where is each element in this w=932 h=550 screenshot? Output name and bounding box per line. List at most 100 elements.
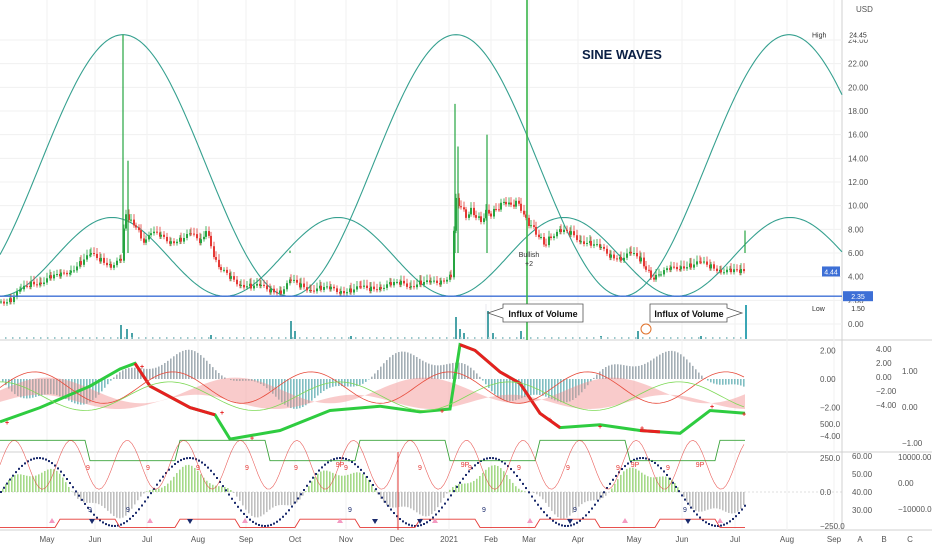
- pane2-histogram-bar: [191, 465, 193, 492]
- candle-body: [113, 265, 115, 268]
- candle-body: [150, 233, 152, 236]
- pane2-histogram-bar: [296, 492, 298, 503]
- pane1-histogram-bar: [386, 360, 388, 379]
- candle-body: [566, 229, 568, 231]
- pane2-dot: [744, 504, 746, 507]
- candle-body: [103, 257, 105, 263]
- candle-body: [353, 289, 355, 293]
- candle-body: [89, 254, 91, 256]
- pane2-histogram-bar: [116, 492, 118, 518]
- pane2-dot: [678, 490, 680, 493]
- volume-bar: [96, 337, 98, 339]
- pane2-signal-label: 9: [196, 465, 200, 472]
- pane1-histogram-bar: [239, 379, 241, 382]
- pane2-dot: [342, 457, 344, 460]
- pane2-dot: [48, 460, 50, 463]
- pane1-histogram-bar: [605, 367, 607, 379]
- candle-body: [468, 214, 470, 218]
- pane2-dot: [399, 517, 401, 520]
- pane1-histogram-bar: [734, 379, 736, 385]
- pane2-histogram-bar: [494, 465, 496, 492]
- candle-body: [96, 253, 98, 258]
- pane1-histogram-bar: [653, 358, 655, 379]
- pane1-histogram-bar: [29, 379, 31, 399]
- y-tick-label: 4.00: [848, 273, 864, 282]
- volume-bar: [635, 337, 637, 339]
- volume-bar: [68, 337, 70, 339]
- candle-body: [116, 260, 118, 266]
- y-tick-label: 20.00: [848, 83, 869, 92]
- candle-body: [406, 283, 408, 287]
- pane2-tick-right-a: 50.00: [852, 470, 873, 479]
- candle-body: [120, 258, 122, 261]
- pane1-histogram-bar: [179, 352, 181, 379]
- callout-box: [486, 303, 584, 323]
- pane2-histogram-bar: [113, 492, 115, 517]
- candle-body: [186, 234, 188, 238]
- pane2-histogram-bar: [458, 484, 460, 492]
- pane2-dot: [9, 478, 11, 481]
- pane1-histogram-bar: [587, 379, 589, 386]
- pane1-histogram-bar: [266, 379, 268, 389]
- pane1-histogram-bar: [269, 379, 271, 391]
- pane1-histogram-bar: [671, 350, 673, 379]
- volume-bar: [306, 337, 308, 339]
- pane2-dot: [522, 482, 524, 485]
- pane2-histogram-bar: [452, 486, 454, 492]
- x-tick-label: Dec: [390, 535, 404, 544]
- volume-bar: [565, 337, 567, 339]
- volume-bar: [124, 337, 126, 339]
- pane2-dot: [180, 459, 182, 462]
- pane2-dot: [75, 490, 77, 493]
- pane1-histogram-bar: [650, 360, 652, 379]
- pane2-triangle-up: [49, 518, 55, 523]
- pane2-histogram-bar: [710, 492, 712, 509]
- pane2-histogram-bar: [629, 467, 631, 492]
- volume-bar: [642, 337, 644, 339]
- pane1-histogram-bar: [473, 370, 475, 379]
- candle-body: [453, 230, 455, 278]
- pane2-histogram-bar: [86, 492, 88, 503]
- pane2-signal-label: 9: [348, 507, 352, 514]
- volume-bar: [439, 337, 441, 339]
- pane1-histogram-bar: [8, 379, 10, 389]
- pane2-dot: [390, 508, 392, 511]
- pane2-dot: [492, 457, 494, 460]
- pane1-histogram-bar: [56, 379, 58, 396]
- pane1-histogram-bar: [737, 379, 739, 385]
- pane1-histogram-bar: [119, 372, 121, 379]
- pane2-dot: [483, 458, 485, 461]
- pane2-histogram-bar: [674, 483, 676, 492]
- pane1-histogram-bar: [230, 379, 232, 381]
- pane1-histogram-bar: [305, 379, 307, 406]
- volume-bar: [460, 337, 462, 339]
- pane1-histogram-bar: [482, 379, 484, 381]
- pane2-dot: [126, 520, 128, 523]
- pane1-histogram-bar: [98, 379, 100, 395]
- x-tick-label: Aug: [191, 535, 205, 544]
- candle-body: [446, 279, 448, 282]
- pane2-dot: [33, 457, 35, 460]
- pane1-histogram-bar: [173, 356, 175, 379]
- volume-bar: [544, 337, 546, 339]
- pane1-histogram-bar: [197, 352, 199, 379]
- pane2-dot: [579, 519, 581, 522]
- candle-body: [306, 287, 308, 291]
- pane2-dot: [288, 509, 290, 512]
- pane2-histogram-bar: [569, 492, 571, 516]
- pane2-histogram-bar: [176, 473, 178, 492]
- pane1-histogram-bar: [572, 379, 574, 400]
- pane2-tick-right-b: 10000.00: [898, 453, 932, 462]
- pane2-histogram-bar: [362, 473, 364, 492]
- pane2-histogram-bar: [101, 492, 103, 506]
- candle-body: [600, 246, 602, 248]
- pane2-histogram-bar: [266, 492, 268, 513]
- pane2-histogram-bar: [731, 492, 733, 514]
- volume-bar: [523, 337, 525, 339]
- candle-body: [223, 269, 225, 271]
- pane2-histogram-bar: [59, 473, 61, 492]
- pane1-histogram-bar: [710, 379, 712, 383]
- pane2-histogram-bar: [35, 475, 37, 492]
- pane2-dot: [735, 515, 737, 518]
- pane2-dot: [549, 517, 551, 520]
